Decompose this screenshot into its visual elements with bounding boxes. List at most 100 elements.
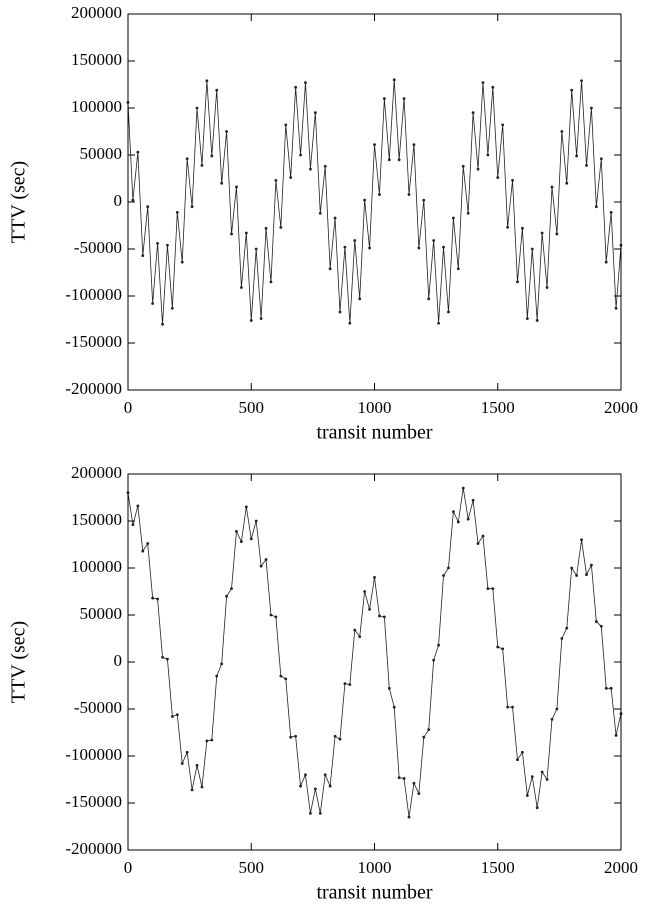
ttv-point [274,178,278,182]
ttv-point [402,97,406,100]
ttv-point [437,321,440,325]
ttv-point [175,210,179,214]
ttv-point [427,728,431,732]
ttv-point [402,777,406,780]
ttv-point [220,662,224,666]
ttv-point [284,123,288,127]
ttv-point [180,260,184,264]
ttv-point [511,705,514,709]
y-tick-label: 0 [114,651,123,670]
ttv-point [560,130,564,133]
ttv-point [570,88,574,92]
ttv-point [294,85,298,89]
ttv-point [328,784,332,788]
ttv-point [392,78,396,82]
ttv-point [560,637,564,640]
ttv-point [521,226,524,230]
ttv-point [146,542,150,545]
ttv-point [442,574,445,577]
ttv-point [259,317,263,320]
ttv-point [471,111,475,115]
ttv-point [185,750,189,754]
ttv-point [382,615,386,619]
ttv-point [220,181,224,185]
ttv-point [259,564,263,568]
ttv-point [486,153,490,157]
ttv-point [269,280,273,284]
ttv-point [195,106,199,110]
ttv-point [156,597,159,601]
y-tick-label: 200000 [71,463,122,482]
plot-frame [127,473,622,851]
ttv-point [279,225,283,229]
x-tick-label: 0 [124,398,133,417]
ttv-point [338,310,342,314]
ttv-point [284,677,288,681]
ttv-point [358,297,362,301]
ttv-point [215,674,219,678]
x-tick-label: 2000 [604,858,638,877]
ttv-point [604,686,608,690]
ttv-point [550,717,554,721]
ttv-point [146,205,150,209]
ttv-point [136,150,140,154]
y-tick-label: 150000 [71,510,122,529]
ttv-point [175,713,179,717]
ttv-point [264,226,268,230]
ttv-point [323,773,327,777]
ttv-point [530,775,534,779]
ttv-point [397,776,401,780]
ttv-point [205,739,209,743]
ttv-point [166,243,169,247]
ttv-point [343,245,347,249]
ttv-point [417,246,421,250]
ttv-point [481,534,485,538]
ttv-point [373,143,376,147]
ttv-point [289,176,293,179]
ttv-point [299,784,302,788]
y-tick-label: -50000 [74,238,122,257]
y-axis-label: TTV (sec) [8,161,30,243]
y-tick-label: 200000 [71,3,122,22]
ttv-point [412,143,416,147]
ttv-point [289,735,293,739]
ttv-point [313,787,317,791]
ttv-point [151,596,155,600]
ttv-point [387,686,391,690]
ttv-point [161,655,164,659]
ttv-point [299,153,302,157]
ttv-point [195,764,199,767]
plot-frame [127,13,622,391]
ttv-point [313,111,317,115]
ttv-point [501,123,505,127]
ttv-point [161,322,164,326]
ttv-point [476,167,480,171]
ttv-point [294,734,298,738]
ttv-point [511,178,514,182]
ttv-point [451,216,455,220]
ttv-point [225,594,229,598]
ttv-point [363,590,367,593]
ttv-point [407,193,411,196]
ttv-point [368,607,371,611]
x-tick-label: 500 [239,398,265,417]
ttv-point [521,750,524,754]
ttv-point [456,520,460,524]
y-tick-label: -150000 [65,792,122,811]
ttv-line [127,488,622,818]
x-tick-label: 500 [239,858,265,877]
ttv-point [535,806,539,810]
ttv-point [358,635,362,639]
ttv-point [131,523,135,527]
ttv-point [166,657,169,661]
ttv-point [373,576,376,579]
ttv-point [427,297,431,301]
ttv-point [141,254,145,257]
ttv-point [614,306,618,310]
ttv-point [348,321,352,325]
ttv-point [210,738,214,742]
ttv-point [466,211,470,215]
ttv-point [210,154,214,158]
ttv-point [585,573,588,576]
x-tick-label: 0 [124,858,133,877]
